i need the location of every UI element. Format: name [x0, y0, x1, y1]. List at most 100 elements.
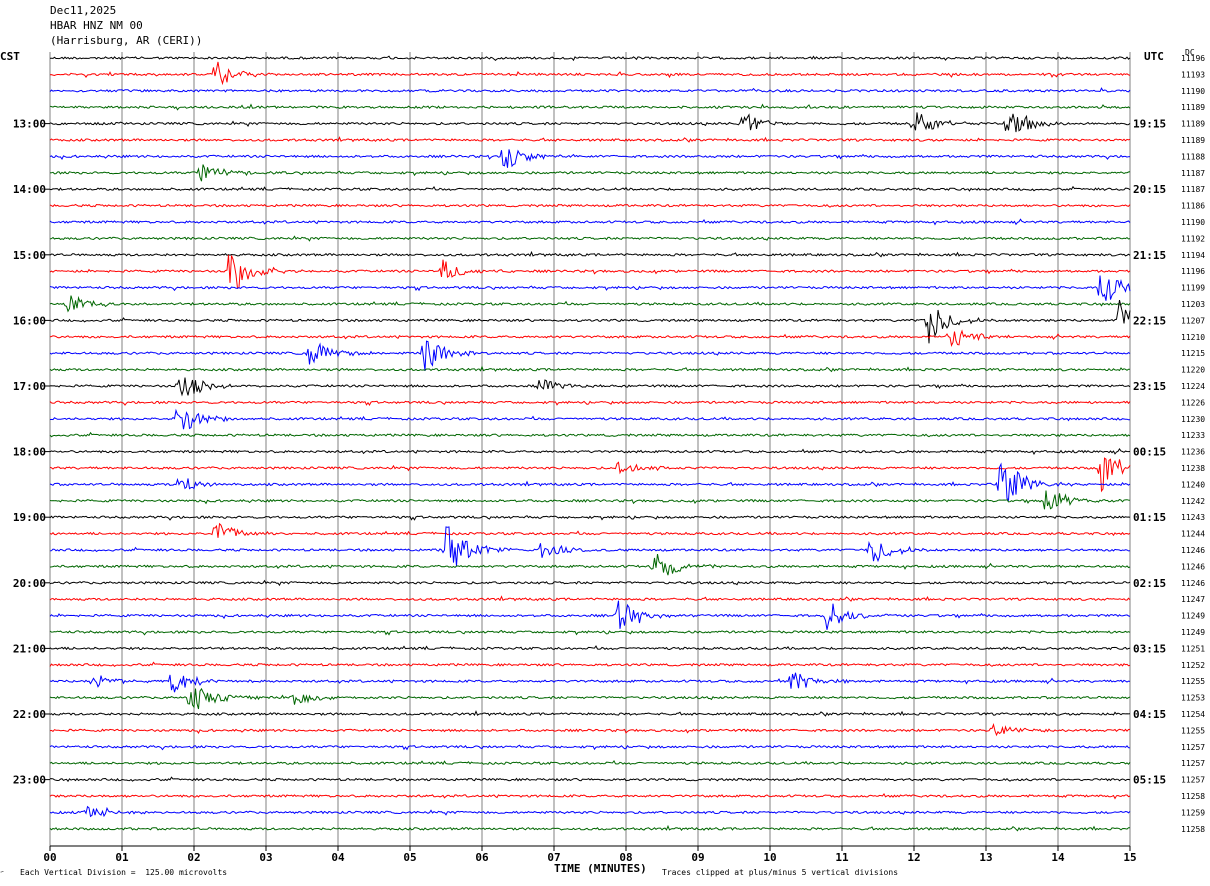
right-hour-label: 01:15 [1133, 511, 1166, 524]
seismic-trace [49, 295, 1131, 313]
dc-offset-label: 11257 [1181, 776, 1205, 785]
x-tick-label: 14 [1051, 851, 1065, 864]
seismic-trace [49, 275, 1131, 301]
dc-offset-label: 11190 [1181, 218, 1205, 227]
seismic-trace [49, 490, 1131, 510]
dc-offset-label: 11215 [1181, 349, 1205, 358]
seismic-trace [49, 112, 1131, 133]
dc-offset-label: 11258 [1181, 825, 1205, 834]
dc-offset-label: 11187 [1181, 185, 1205, 194]
seismic-trace [49, 579, 1131, 587]
dc-offset-label: 11244 [1181, 530, 1205, 539]
x-axis-title: TIME (MINUTES) [554, 862, 647, 875]
dc-offset-label: 11188 [1181, 152, 1205, 161]
right-hour-label: 02:15 [1133, 577, 1166, 590]
dc-offset-label: 11243 [1181, 513, 1205, 522]
dc-offset-label: 11253 [1181, 694, 1205, 703]
dc-offset-label: 11255 [1181, 677, 1205, 686]
seismic-trace [49, 687, 1131, 710]
seismic-trace [49, 408, 1131, 430]
scale-note: Each Vertical Division = 125.00 microvol… [20, 868, 228, 877]
dc-offset-label: 11189 [1181, 103, 1205, 112]
right-hour-label: 04:15 [1133, 708, 1166, 721]
left-timezone-label: CST [0, 50, 20, 63]
dc-offset-label: 11207 [1181, 316, 1205, 325]
dc-offset-label: 11233 [1181, 431, 1205, 440]
dc-offset-label: 11189 [1181, 120, 1205, 129]
seismic-trace [49, 203, 1131, 208]
seismic-trace [49, 672, 1131, 693]
x-tick-label: 10 [763, 851, 776, 864]
right-timezone-label: UTC [1144, 50, 1164, 63]
dc-offset-label: 11189 [1181, 136, 1205, 145]
seismic-trace [49, 431, 1131, 438]
dc-offset-label: 11203 [1181, 300, 1205, 309]
seismic-trace [49, 600, 1131, 630]
x-tick-label: 12 [907, 851, 920, 864]
x-tick-label: 11 [835, 851, 849, 864]
left-hour-label: 20:00 [13, 577, 46, 590]
dc-offset-label: 11246 [1181, 579, 1205, 588]
dc-offset-label: 11210 [1181, 333, 1205, 342]
seismic-trace [49, 136, 1131, 143]
seismic-trace [49, 61, 1131, 86]
left-hour-label: 14:00 [13, 183, 46, 196]
right-hour-label: 20:15 [1133, 183, 1166, 196]
dc-offset-label: 11230 [1181, 415, 1205, 424]
seismic-trace [49, 723, 1131, 737]
right-hour-label: 19:15 [1133, 118, 1166, 131]
x-tick-label: 09 [691, 851, 704, 864]
seismic-trace [49, 400, 1131, 406]
seismic-trace [49, 661, 1131, 667]
dc-offset-label: 11246 [1181, 546, 1205, 555]
seismic-trace [49, 824, 1130, 832]
dc-offset-label: 11238 [1181, 464, 1205, 473]
seismic-trace [49, 377, 1131, 397]
seismic-trace [49, 759, 1131, 766]
right-hour-label: 22:15 [1133, 314, 1166, 327]
x-tick-label: 13 [979, 851, 992, 864]
dc-offset-label: 11242 [1181, 497, 1205, 506]
seismic-trace [49, 329, 1131, 347]
seismic-trace [49, 448, 1131, 456]
dc-offset-label: 11251 [1181, 644, 1205, 653]
left-hour-label: 22:00 [13, 708, 46, 721]
dc-offset-label: 11247 [1181, 595, 1205, 604]
x-tick-label: 04 [331, 851, 345, 864]
x-tick-label: 05 [403, 851, 416, 864]
dc-header-label: DC [1185, 48, 1195, 57]
left-hour-label: 19:00 [13, 511, 46, 524]
x-tick-label: 08 [619, 851, 632, 864]
dc-offset-label: 11190 [1181, 87, 1205, 96]
right-hour-label: 00:15 [1133, 446, 1166, 459]
left-hour-label: 17:00 [13, 380, 46, 393]
seismic-trace [49, 776, 1131, 783]
seismic-trace [49, 595, 1131, 602]
left-hour-label: 18:00 [13, 446, 46, 459]
seismic-trace [49, 744, 1131, 751]
seismic-trace [49, 299, 1131, 344]
dc-offset-label: 11196 [1181, 54, 1205, 63]
dc-offset-label: 11193 [1181, 70, 1205, 79]
seismic-trace [49, 522, 1131, 538]
seismic-trace [49, 250, 1131, 258]
seismic-trace [49, 254, 1131, 290]
right-hour-label: 03:15 [1133, 642, 1166, 655]
dc-offset-label: 11226 [1181, 398, 1205, 407]
seismic-trace [49, 710, 1131, 717]
seismic-trace [49, 340, 1131, 372]
x-tick-label: 00 [43, 851, 56, 864]
seismic-trace [49, 526, 1131, 566]
seismic-trace [49, 365, 1131, 373]
seismic-trace [49, 805, 1131, 818]
left-hour-label: 23:00 [13, 774, 46, 787]
dc-offset-label: 11257 [1181, 759, 1205, 768]
dc-offset-label: 11249 [1181, 612, 1205, 621]
dc-offset-label: 11187 [1181, 169, 1205, 178]
dc-offset-label: 11192 [1181, 234, 1205, 243]
seismic-trace [49, 87, 1131, 93]
seismic-trace [50, 55, 1131, 62]
right-hour-label: 21:15 [1133, 249, 1166, 262]
seismic-trace [49, 149, 1131, 168]
clip-note: Traces clipped at plus/minus 5 vertical … [662, 868, 899, 877]
